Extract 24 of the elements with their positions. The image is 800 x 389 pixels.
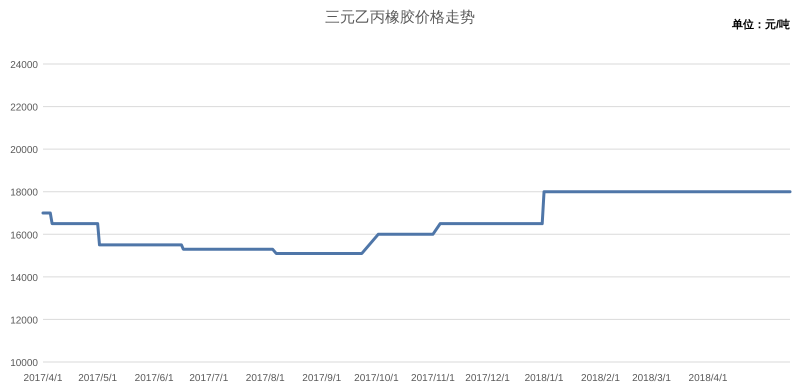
y-tick-label: 18000 <box>10 188 38 199</box>
x-tick-label: 2018/2/1 <box>581 373 620 384</box>
x-tick-label: 2018/3/1 <box>632 373 672 384</box>
y-tick-label: 20000 <box>10 145 38 156</box>
x-tick-label: 2017/7/1 <box>189 373 229 384</box>
x-tick-label: 2017/9/1 <box>302 373 342 384</box>
y-tick-label: 16000 <box>10 230 38 242</box>
y-tick-label: 10000 <box>10 358 38 369</box>
x-tick-label: 2018/4/1 <box>688 373 728 384</box>
y-tick-label: 22000 <box>10 102 38 114</box>
x-tick-label: 2017/5/1 <box>78 373 118 384</box>
x-tick-label: 2017/12/1 <box>465 373 510 384</box>
text: 单位：元/吨 <box>730 18 790 31</box>
y-tick-label: 12000 <box>10 315 38 326</box>
x-tick-label: 2017/6/1 <box>134 373 174 384</box>
x-tick-label: 2017/11/1 <box>411 373 456 384</box>
y-tick-label: 24000 <box>10 60 38 71</box>
line-series <box>42 190 792 255</box>
chart-title: 三元乙丙橡胶价格走势 <box>325 9 475 26</box>
x-tick-label: 2017/10/1 <box>354 373 400 384</box>
x-tick-label: 2018/1/1 <box>524 373 564 384</box>
x-tick-label: 2017/8/1 <box>246 373 286 384</box>
y-tick-label: 14000 <box>10 272 38 284</box>
x-tick-label: 2017/4/1 <box>24 373 63 384</box>
